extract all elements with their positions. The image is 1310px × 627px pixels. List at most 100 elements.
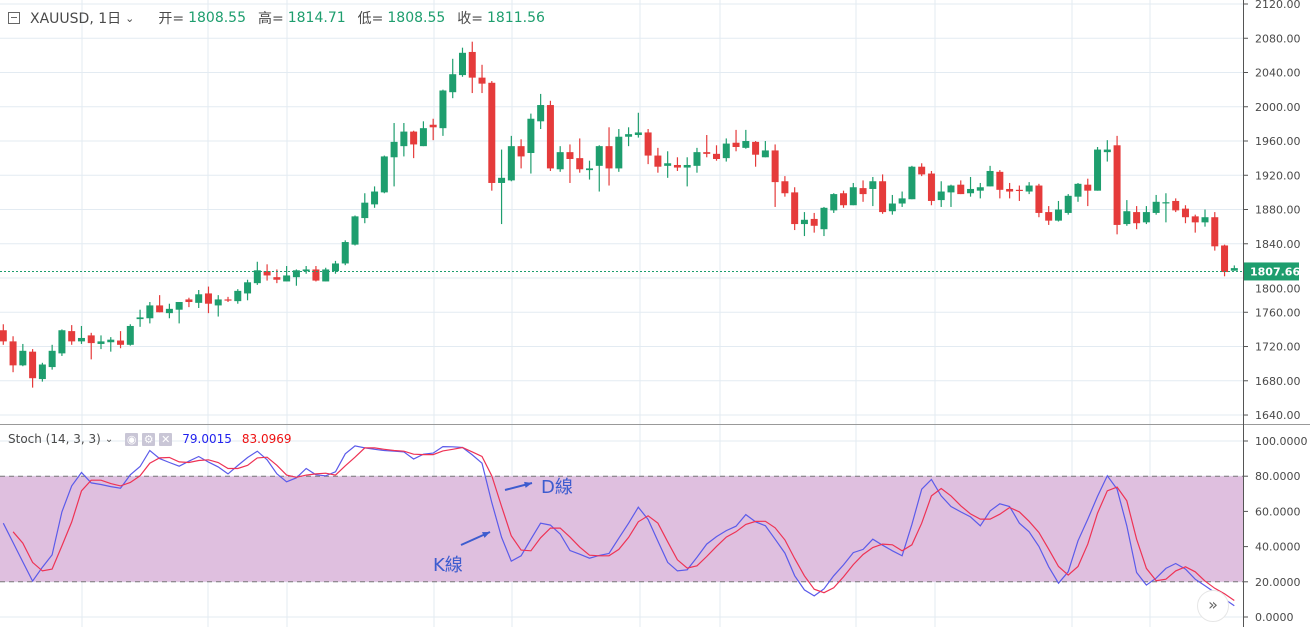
price-tick-label: 2040.00 xyxy=(1255,67,1301,80)
candle-up xyxy=(1152,201,1160,213)
candle-down xyxy=(927,173,935,201)
candle-down xyxy=(410,131,418,145)
k-line xyxy=(2,445,1235,607)
candle-up xyxy=(234,290,242,302)
price-tick-label: 1720.00 xyxy=(1255,341,1301,354)
candle-up xyxy=(19,350,27,366)
candle-down xyxy=(9,341,17,366)
stoch-title[interactable]: Stoch (14, 3, 3) xyxy=(8,432,101,446)
candle-down xyxy=(1172,200,1180,211)
k-line-annotation: K線 xyxy=(433,555,463,576)
open-value: 1808.55 xyxy=(188,10,246,26)
candle-up xyxy=(742,141,750,148)
candle-up xyxy=(1201,217,1209,223)
current-price-label: 1807.66 xyxy=(1250,265,1300,278)
candle-up xyxy=(937,191,945,201)
candle-up xyxy=(1162,202,1170,204)
candle-up xyxy=(283,275,291,282)
price-tick-label: 1920.00 xyxy=(1255,169,1301,182)
stoch-tick-label: 80.0000 xyxy=(1255,470,1301,483)
candle-down xyxy=(263,271,271,276)
candle-up xyxy=(58,330,66,354)
candle-up xyxy=(1142,212,1150,223)
stoch-legend: Stoch (14, 3, 3) ⌄ ◉ ⚙ ✕ 79.0015 83.0969 xyxy=(8,432,291,446)
price-tick-label: 1680.00 xyxy=(1255,375,1301,388)
collapse-icon[interactable] xyxy=(8,12,20,24)
candle-down xyxy=(1133,212,1141,224)
candle-up xyxy=(537,105,545,122)
candle-up xyxy=(1025,185,1033,192)
candle-up xyxy=(371,191,379,205)
candle-up xyxy=(664,163,672,166)
d-line xyxy=(12,446,1235,601)
symbol-label[interactable]: XAUUSD, 1日 xyxy=(30,11,122,27)
candle-up xyxy=(830,194,838,211)
candle-down xyxy=(918,166,926,175)
candle-up xyxy=(292,270,300,278)
candle-down xyxy=(478,77,486,84)
candle-up xyxy=(400,131,408,147)
candle-up xyxy=(976,187,984,191)
stoch-tick-label: 0.0000 xyxy=(1255,611,1294,624)
candle-up xyxy=(439,90,447,129)
candle-up xyxy=(146,305,154,319)
price-tick-label: 2000.00 xyxy=(1255,101,1301,114)
candle-up xyxy=(722,143,730,159)
candle-up xyxy=(97,341,105,344)
candle-up xyxy=(869,181,877,189)
candle-down xyxy=(752,141,760,155)
eye-icon[interactable]: ◉ xyxy=(125,432,139,446)
candle-down xyxy=(859,188,867,195)
candle-up xyxy=(908,166,916,200)
candle-down xyxy=(429,124,437,128)
k-line-arrow-icon-head xyxy=(482,532,490,538)
candle-down xyxy=(673,164,681,168)
price-tick-label: 1760.00 xyxy=(1255,306,1301,319)
annotation-arrows xyxy=(460,481,533,546)
stoch-tick-label: 100.0000 xyxy=(1255,435,1308,448)
scroll-to-latest-button[interactable]: » xyxy=(1197,590,1229,622)
chevron-down-icon[interactable]: ⌄ xyxy=(104,433,114,445)
candle-up xyxy=(331,263,339,272)
candle-down xyxy=(781,181,789,194)
candle-up xyxy=(419,128,427,147)
candle-up xyxy=(1103,149,1111,153)
close-icon[interactable]: ✕ xyxy=(159,432,173,446)
candle-up xyxy=(586,168,593,171)
candle-up xyxy=(449,74,457,93)
stoch-band xyxy=(0,475,1243,583)
candle-up xyxy=(986,170,994,187)
candle-up xyxy=(693,152,701,166)
high-value: 1814.71 xyxy=(287,10,346,26)
candle-up xyxy=(761,150,769,158)
candle-up xyxy=(1074,183,1082,197)
price-tick-label: 2120.00 xyxy=(1255,0,1301,11)
candle-down xyxy=(1084,184,1092,191)
candle-up xyxy=(390,141,398,158)
candle-up xyxy=(595,146,603,166)
candle-down xyxy=(185,299,193,302)
chevron-down-icon[interactable]: ⌄ xyxy=(125,11,135,25)
candle-up xyxy=(195,294,203,303)
low-label: 低= xyxy=(357,11,384,27)
candle-down xyxy=(576,158,584,170)
candle-down xyxy=(879,181,887,213)
stoch-lines xyxy=(2,445,1235,607)
candle-up xyxy=(634,132,642,136)
candle-up xyxy=(77,337,85,342)
candle-up xyxy=(507,146,515,181)
candle-down xyxy=(771,150,779,183)
symbol-legend: XAUUSD, 1日 ⌄ 开= 1808.55 高= 1814.71 低= 1808.… xyxy=(8,8,545,28)
candle-up xyxy=(341,242,349,264)
price-tick-label: 1800.00 xyxy=(1255,282,1301,295)
candle-down xyxy=(732,142,740,148)
candle-up xyxy=(1054,209,1062,221)
gear-icon[interactable]: ⚙ xyxy=(142,432,156,446)
candle-down xyxy=(840,193,848,206)
low-value: 1808.55 xyxy=(387,10,446,26)
candle-up xyxy=(351,216,359,245)
candle-down xyxy=(713,153,721,159)
candle-down xyxy=(1113,145,1121,225)
